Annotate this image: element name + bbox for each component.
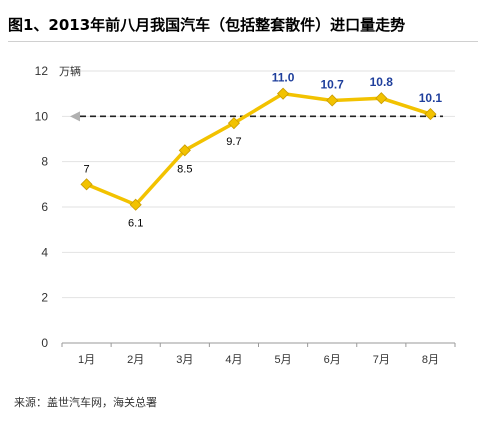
x-tick-label: 6月 bbox=[324, 354, 341, 366]
source-note: 来源：盖世汽车网，海关总署 bbox=[14, 396, 157, 409]
data-label: 10.7 bbox=[321, 77, 345, 91]
title-divider bbox=[8, 41, 478, 42]
y-tick-label: 12 bbox=[35, 64, 49, 78]
data-label: 7 bbox=[84, 163, 90, 175]
y-tick-label: 2 bbox=[41, 291, 48, 305]
x-tick-label: 7月 bbox=[373, 354, 390, 366]
data-point bbox=[326, 94, 339, 107]
data-point bbox=[80, 178, 93, 191]
data-point bbox=[227, 117, 241, 130]
chart-title: 图1、2013年前八月我国汽车（包括整套散件）进口量走势 bbox=[8, 16, 406, 34]
data-label: 9.7 bbox=[226, 136, 241, 148]
data-label: 10.1 bbox=[419, 91, 443, 105]
y-tick-label: 10 bbox=[35, 109, 49, 123]
x-tick-label: 3月 bbox=[176, 354, 193, 366]
y-tick-label: 4 bbox=[41, 245, 48, 259]
reference-line-group bbox=[70, 111, 443, 122]
data-point bbox=[424, 108, 437, 121]
grid-lines bbox=[62, 70, 455, 299]
chart-area: 7 6.1 8.5 9.7 11.0 10.7 10.8 10.1 0 2 4 6 8 10 12 万辆 1月… bbox=[0, 50, 486, 380]
data-point bbox=[276, 87, 290, 100]
x-tick-label: 4月 bbox=[225, 354, 242, 366]
data-label: 8.5 bbox=[177, 163, 192, 175]
line-chart: 7 6.1 8.5 9.7 11.0 10.7 10.8 10.1 0 2 4 6 8 10 12 万辆 1月… bbox=[35, 64, 456, 366]
data-point bbox=[178, 144, 191, 157]
y-unit-label: 万辆 bbox=[59, 64, 81, 78]
y-tick-label: 8 bbox=[41, 155, 48, 169]
x-tick-label: 2月 bbox=[127, 354, 144, 366]
data-label: 6.1 bbox=[128, 218, 143, 230]
axes: 0 2 4 6 8 10 12 万辆 1月 2月 3月 4月 5月 6月 7月 8月 bbox=[35, 64, 456, 366]
reference-arrow bbox=[70, 111, 80, 122]
x-tick-label: 8月 bbox=[422, 354, 439, 366]
y-tick-label: 6 bbox=[41, 200, 48, 214]
series-line-group bbox=[85, 91, 431, 207]
data-point bbox=[375, 92, 388, 105]
data-point bbox=[129, 198, 142, 211]
data-labels: 7 6.1 8.5 9.7 11.0 10.7 10.8 10.1 bbox=[84, 71, 443, 230]
data-label: 11.0 bbox=[272, 71, 295, 85]
y-tick-label: 0 bbox=[41, 336, 48, 350]
data-points bbox=[80, 87, 437, 211]
data-label: 10.8 bbox=[370, 75, 394, 89]
x-tick-label: 1月 bbox=[78, 354, 95, 366]
series-line bbox=[85, 91, 431, 207]
x-tick-label: 5月 bbox=[275, 354, 292, 366]
